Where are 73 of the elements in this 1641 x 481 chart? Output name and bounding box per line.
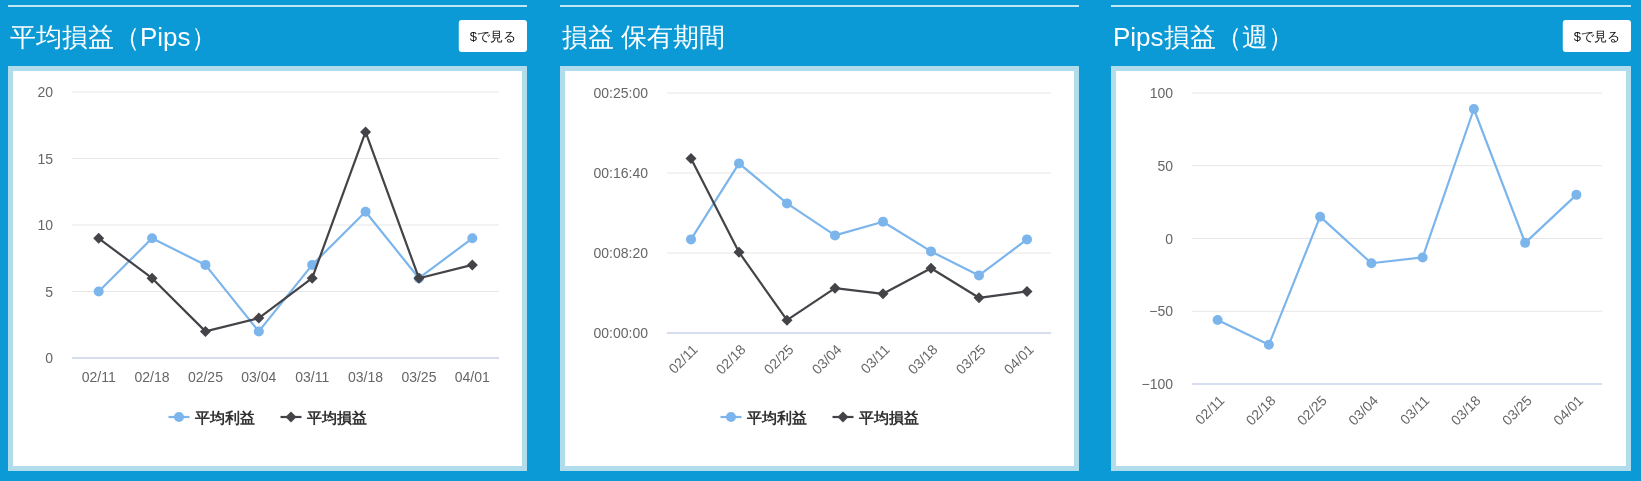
point [925,262,937,274]
point [781,314,793,326]
point [782,198,792,209]
point [467,233,478,244]
point [360,206,371,217]
point [829,282,841,294]
legend-item: 平均利益 [168,408,255,426]
point [93,286,104,297]
point [466,259,478,271]
point [734,158,744,169]
point [1366,258,1377,269]
legend-label: 平均損益 [857,408,919,426]
x-tick-label: 02/25 [187,369,224,385]
point [360,126,372,138]
y-tick-label: 15 [37,150,54,167]
x-tick-label: 03/18 [348,369,384,385]
y-tick-label: 50 [1157,157,1174,174]
chart-title: Pips損益（週） [1113,22,1294,52]
point [307,259,318,270]
point [685,153,697,165]
point [830,230,840,241]
point [1263,339,1274,350]
chart-title: 平均損益（Pips） [10,22,217,52]
x-tick-label: 03/25 [401,369,437,385]
point [253,326,264,337]
y-tick-label: 00:00:00 [593,325,649,341]
point [1021,285,1033,297]
point [93,232,105,244]
x-tick-label: 02/18 [134,369,170,385]
x-tick-label: 03/11 [295,369,330,385]
point [973,292,985,304]
y-tick-label: 00:25:00 [593,85,649,101]
y-tick-label: 00:08:20 [593,245,649,261]
point [1571,189,1582,200]
legend-item: 平均利益 [720,408,807,426]
point [1468,104,1479,115]
point [306,272,318,284]
y-tick-label: 100 [1149,85,1174,101]
point [146,272,158,284]
point [926,246,936,257]
x-tick-label: 04/01 [454,369,491,385]
point [877,288,889,300]
point [878,216,888,227]
point [147,233,158,244]
legend-label: 平均利益 [193,408,255,426]
point [1212,314,1223,325]
y-tick-label: 10 [37,217,54,233]
y-tick-label: 0 [45,350,54,366]
legend-item: 平均損益 [280,408,367,426]
button: $で見る [458,20,527,52]
y-tick-label: 0 [1165,230,1174,247]
y-tick-label: −100 [1141,376,1174,392]
y-tick-label: 20 [37,84,54,100]
point [1520,237,1531,248]
point [974,270,984,281]
button: $で見る [1562,20,1631,52]
legend-label: 平均損益 [305,408,367,426]
point [733,246,745,258]
point [1315,211,1326,222]
x-tick-label: 03/04 [241,369,277,385]
point [686,234,696,245]
y-tick-label: 5 [45,283,54,300]
legend-label: 平均利益 [745,408,807,426]
point [200,259,211,270]
y-tick-label: 00:16:40 [593,165,649,181]
legend-item: 平均損益 [832,408,919,426]
x-tick-label: 02/11 [81,369,116,385]
point [199,325,211,337]
point [1417,252,1428,263]
chart-title: 損益 保有期間 [562,22,726,52]
point [1022,234,1032,245]
y-tick-label: −50 [1149,303,1174,320]
point [253,312,265,324]
